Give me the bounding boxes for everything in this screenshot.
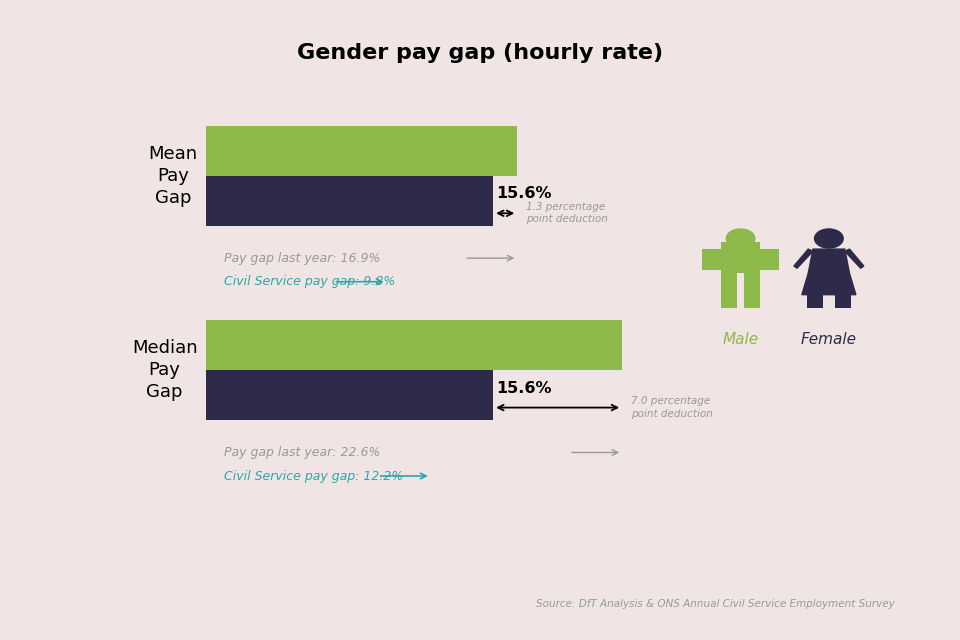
Polygon shape: [794, 249, 813, 268]
Text: Median
Pay
Gap: Median Pay Gap: [132, 339, 198, 401]
Bar: [835, 294, 852, 308]
Polygon shape: [808, 249, 850, 273]
Bar: [206, 370, 493, 420]
Text: Source: DfT Analysis & ONS Annual Civil Service Employment Survey: Source: DfT Analysis & ONS Annual Civil …: [537, 598, 895, 609]
Circle shape: [814, 229, 843, 248]
Text: 15.6%: 15.6%: [496, 186, 551, 201]
Text: Pay gap last year: 22.6%: Pay gap last year: 22.6%: [224, 446, 380, 459]
Text: 7.0 percentage
point deduction: 7.0 percentage point deduction: [631, 396, 712, 419]
Bar: [206, 125, 517, 176]
Bar: [722, 273, 737, 308]
Text: Female: Female: [801, 332, 857, 347]
Polygon shape: [802, 273, 856, 294]
Bar: [703, 249, 722, 270]
Text: Gender pay gap (hourly rate): Gender pay gap (hourly rate): [297, 44, 663, 63]
Text: Male: Male: [723, 332, 758, 347]
Bar: [722, 242, 759, 273]
Bar: [759, 249, 779, 270]
Text: 15.6%: 15.6%: [496, 381, 551, 396]
Text: 1.3 percentage
point deduction: 1.3 percentage point deduction: [526, 202, 608, 225]
Bar: [206, 320, 622, 370]
Bar: [206, 176, 493, 226]
Bar: [744, 273, 759, 308]
Text: Civil Service pay gap: 9.8%: Civil Service pay gap: 9.8%: [224, 275, 396, 288]
Text: Mean
Pay
Gap: Mean Pay Gap: [148, 145, 198, 207]
Text: Civil Service pay gap: 12.2%: Civil Service pay gap: 12.2%: [224, 470, 403, 483]
Text: Pay gap last year: 16.9%: Pay gap last year: 16.9%: [224, 252, 380, 265]
Bar: [806, 294, 823, 308]
Polygon shape: [845, 249, 864, 268]
Circle shape: [726, 229, 755, 248]
